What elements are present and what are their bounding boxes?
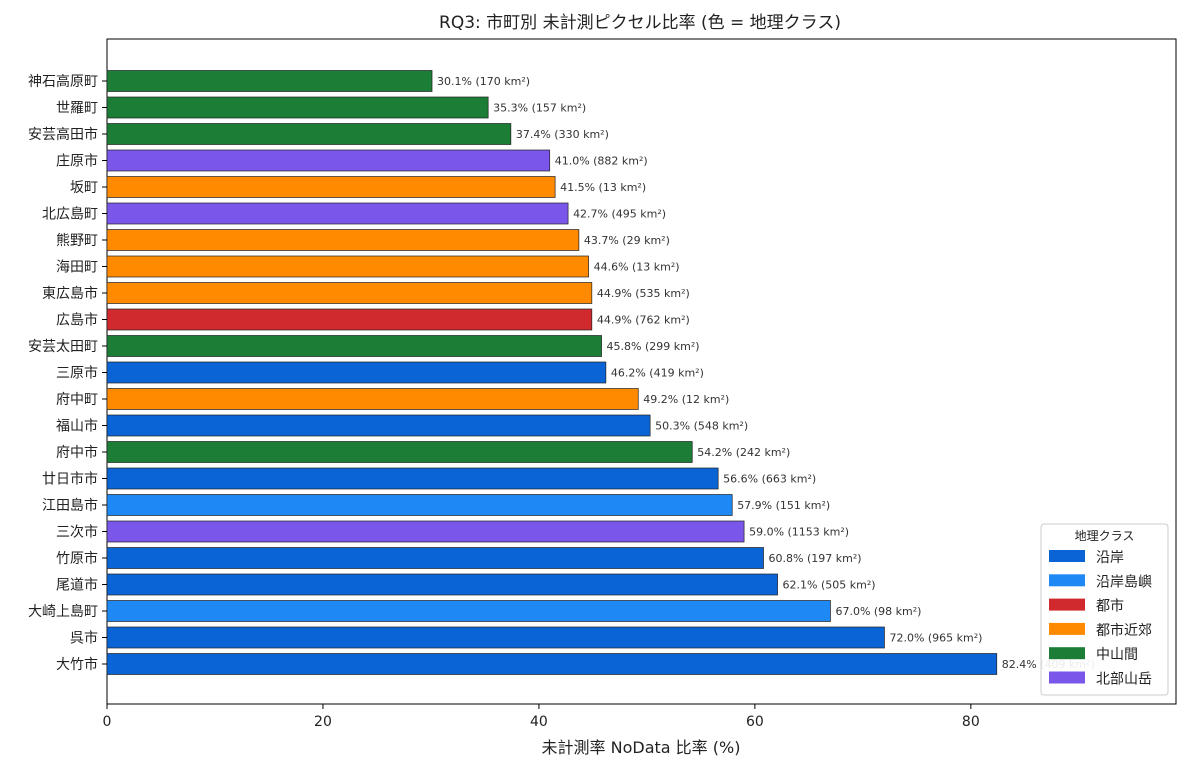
category-label: 大崎上島町: [28, 604, 98, 620]
bar: [106, 335, 602, 357]
bar: [106, 547, 764, 569]
bar-value-label: 43.7% (29 km²): [584, 234, 670, 247]
bar: [106, 282, 593, 304]
bar-value-label: 44.9% (535 km²): [597, 287, 690, 300]
category-label: 大竹市: [56, 656, 98, 673]
legend-swatch: [1049, 574, 1085, 587]
bar: [106, 361, 607, 384]
bar: [106, 600, 831, 622]
category-label: 世羅町: [56, 101, 98, 117]
category-label: 府中町: [56, 392, 98, 408]
x-tick-label: 20: [314, 714, 332, 730]
legend-entry-label: 都市: [1096, 598, 1124, 615]
category-label: 神石高原町: [28, 73, 98, 90]
x-tick-label: 60: [746, 714, 764, 730]
category-label: 東広島市: [42, 285, 98, 302]
legend-entry-label: 北部山岳: [1096, 672, 1152, 688]
category-label: 北広島町: [42, 207, 98, 223]
category-label: 三次市: [56, 524, 98, 541]
category-label: 庄原市: [56, 153, 98, 170]
bar-value-label: 57.9% (151 km²): [737, 499, 830, 512]
x-axis-label: 未計測率 NoData 比率 (%): [542, 738, 741, 757]
category-label: 竹原市: [56, 550, 98, 567]
bar-value-label: 44.9% (762 km²): [597, 314, 690, 327]
bar-value-label: 46.2% (419 km²): [611, 367, 704, 380]
bar: [106, 229, 580, 251]
category-label: 福山市: [56, 418, 98, 435]
legend-swatch: [1049, 671, 1085, 684]
bar: [106, 441, 693, 463]
x-tick-label: 40: [530, 714, 548, 730]
category-label: 廿日市市: [42, 471, 98, 488]
legend-swatch: [1049, 598, 1085, 611]
bar: [106, 388, 639, 410]
bar-value-label: 54.2% (242 km²): [697, 446, 790, 459]
legend-entry-label: 都市近郊: [1096, 622, 1152, 639]
category-label: 呉市: [70, 630, 98, 647]
bar: [106, 414, 651, 437]
legend-swatch: [1049, 647, 1085, 660]
legend-entry-label: 沿岸: [1096, 550, 1124, 566]
bars-layer: [106, 70, 998, 675]
legend-swatch: [1049, 622, 1085, 635]
bar: [106, 202, 569, 225]
category-label: 広島市: [56, 312, 98, 329]
category-labels: 神石高原町世羅町安芸高田市庄原市坂町北広島町熊野町海田町東広島市広島市安芸太田町…: [28, 73, 107, 673]
bar: [106, 520, 745, 543]
bar-value-label: 41.5% (13 km²): [560, 181, 646, 194]
category-label: 江田島市: [42, 497, 98, 514]
bar: [106, 149, 551, 172]
bar-value-label: 59.0% (1153 km²): [749, 526, 849, 539]
category-label: 坂町: [70, 180, 98, 196]
bar-value-label: 42.7% (495 km²): [573, 208, 666, 221]
legend-swatch: [1049, 550, 1085, 562]
bar-value-label: 44.6% (13 km²): [594, 261, 680, 274]
legend-entry-label: 沿岸島嶼: [1096, 574, 1152, 590]
category-label: 尾道市: [56, 577, 98, 594]
legend-title: 地理クラス: [1075, 529, 1135, 543]
bar-value-label: 67.0% (98 km²): [835, 605, 921, 618]
bar-value-label: 50.3% (548 km²): [655, 420, 748, 433]
bar-value-label: 37.4% (330 km²): [516, 128, 609, 141]
bar: [106, 467, 719, 490]
bar: [106, 626, 885, 649]
bar: [106, 70, 433, 92]
bar: [106, 653, 998, 675]
bar: [106, 308, 593, 331]
bar-value-label: 35.3% (157 km²): [493, 102, 586, 115]
bar-value-label: 49.2% (12 km²): [643, 393, 729, 406]
chart-title: RQ3: 市町別 未計測ピクセル比率 (色 = 地理クラス): [439, 13, 841, 33]
category-label: 安芸高田市: [28, 126, 98, 143]
bar: [106, 255, 589, 278]
bar: [106, 494, 733, 516]
legend-entry-label: 中山間: [1096, 647, 1138, 663]
category-label: 熊野町: [56, 233, 98, 249]
bar-value-label: 30.1% (170 km²): [437, 75, 530, 88]
bar-value-label: 62.1% (505 km²): [783, 579, 876, 592]
bar: [106, 573, 778, 596]
category-label: 三原市: [56, 365, 98, 382]
x-tick-label: 80: [962, 714, 980, 730]
bar: [106, 123, 512, 145]
bar: [106, 176, 556, 198]
x-axis-ticks: 0 20 40 60 80: [103, 704, 980, 730]
bar-value-label: 56.6% (663 km²): [723, 473, 816, 486]
category-label: 海田町: [56, 260, 98, 276]
category-label: 安芸太田町: [28, 339, 98, 355]
bar-value-label: 41.0% (882 km²): [555, 155, 648, 168]
bar-value-label: 60.8% (197 km²): [769, 552, 862, 565]
bar: [106, 96, 489, 119]
x-tick-label: 0: [103, 714, 112, 730]
category-label: 府中市: [56, 444, 98, 461]
bar-value-label: 45.8% (299 km²): [607, 340, 700, 353]
bar-value-label: 72.0% (965 km²): [889, 632, 982, 645]
